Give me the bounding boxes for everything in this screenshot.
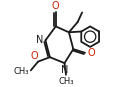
Text: N: N — [36, 35, 43, 45]
Text: N: N — [61, 65, 68, 75]
Text: CH₃: CH₃ — [14, 67, 29, 76]
Text: CH₃: CH₃ — [58, 77, 74, 86]
Text: O: O — [31, 51, 38, 61]
Text: O: O — [87, 48, 95, 58]
Text: O: O — [51, 1, 59, 11]
